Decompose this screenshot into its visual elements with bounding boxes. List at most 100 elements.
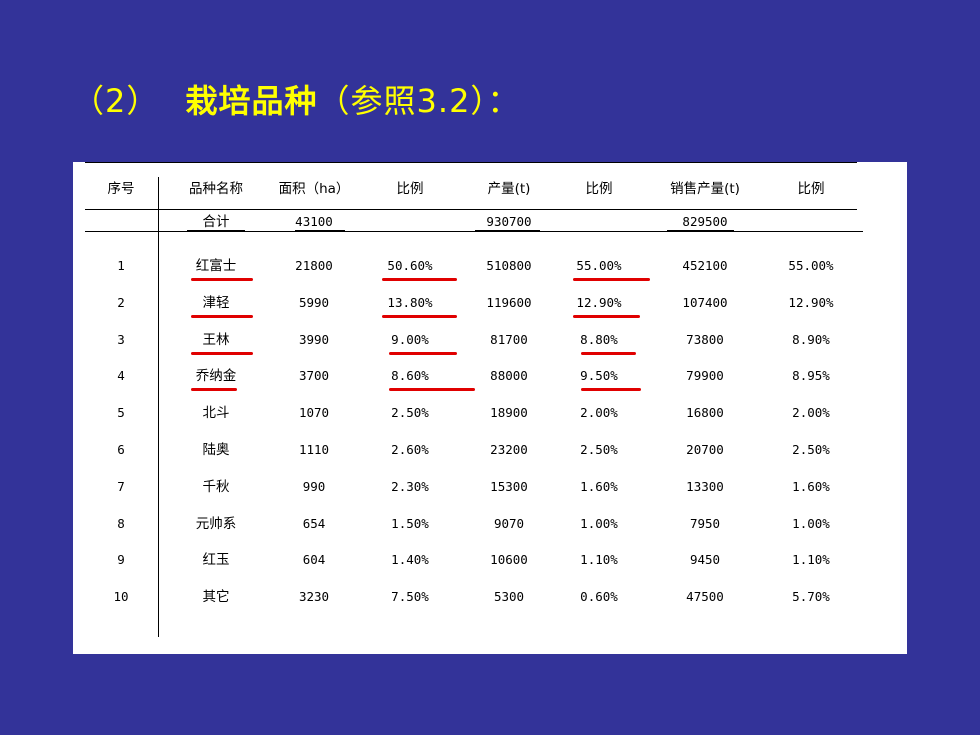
cell-area-ratio: 1.50% bbox=[391, 516, 429, 531]
cell-sales: 9450 bbox=[689, 552, 721, 567]
header-yield: 产量(t) bbox=[487, 181, 531, 197]
cell-index: 6 bbox=[117, 442, 125, 457]
cell-sales: 73800 bbox=[686, 332, 724, 347]
cell-area: 3230 bbox=[298, 589, 330, 604]
cell-yield: 119600 bbox=[486, 295, 532, 310]
cell-yield-ratio: 1.60% bbox=[580, 479, 618, 494]
cell-yield: 9070 bbox=[493, 516, 525, 531]
red-underline-mark bbox=[382, 278, 457, 281]
total-sales: 829500 bbox=[682, 214, 728, 229]
header-area-ratio: 比例 bbox=[396, 181, 424, 197]
red-underline-mark bbox=[581, 388, 641, 391]
total-label: 合计 bbox=[202, 214, 230, 230]
cell-index: 5 bbox=[117, 405, 125, 420]
cell-area-ratio: 9.00% bbox=[391, 332, 429, 347]
cell-sales-ratio: 1.60% bbox=[792, 479, 830, 494]
cell-sales-ratio: 55.00% bbox=[788, 258, 834, 273]
cell-sales: 107400 bbox=[682, 295, 728, 310]
red-underline-mark bbox=[191, 388, 237, 391]
cell-index: 4 bbox=[117, 368, 125, 383]
top-rule bbox=[85, 162, 857, 163]
red-underline-mark bbox=[191, 278, 253, 281]
header-yield-ratio: 比例 bbox=[585, 181, 613, 197]
cell-variety: 陆奥 bbox=[202, 442, 230, 458]
cell-area-ratio: 7.50% bbox=[391, 589, 429, 604]
cell-variety: 红富士 bbox=[195, 258, 237, 274]
title-reference: （参照3.2）： bbox=[317, 82, 521, 120]
cell-yield-ratio: 1.00% bbox=[580, 516, 618, 531]
cell-area: 5990 bbox=[298, 295, 330, 310]
header-sales: 销售产量(t) bbox=[670, 181, 740, 197]
total-underline bbox=[295, 230, 345, 231]
total-rule bbox=[85, 231, 863, 232]
cell-area: 654 bbox=[302, 516, 326, 531]
cell-area: 1070 bbox=[298, 405, 330, 420]
title-prefix: （2） bbox=[72, 82, 160, 120]
cell-area-ratio: 50.60% bbox=[387, 258, 433, 273]
index-divider bbox=[158, 177, 159, 637]
cell-sales: 47500 bbox=[686, 589, 724, 604]
cell-yield: 5300 bbox=[493, 589, 525, 604]
cell-index: 8 bbox=[117, 516, 125, 531]
cell-area: 3990 bbox=[298, 332, 330, 347]
cell-area-ratio: 8.60% bbox=[391, 368, 429, 383]
cell-variety: 王林 bbox=[202, 332, 230, 348]
cell-yield: 88000 bbox=[490, 368, 528, 383]
cell-yield-ratio: 2.00% bbox=[580, 405, 618, 420]
cell-sales-ratio: 8.90% bbox=[792, 332, 830, 347]
cell-yield-ratio: 0.60% bbox=[580, 589, 618, 604]
cell-sales: 452100 bbox=[682, 258, 728, 273]
cell-variety: 红玉 bbox=[202, 552, 230, 568]
cell-sales-ratio: 12.90% bbox=[788, 295, 834, 310]
cell-yield-ratio: 8.80% bbox=[580, 332, 618, 347]
cell-sales-ratio: 8.95% bbox=[792, 368, 830, 383]
cell-yield: 15300 bbox=[490, 479, 528, 494]
slide-title: （2） 栽培品种（参照3.2）： bbox=[72, 76, 520, 122]
cell-index: 7 bbox=[117, 479, 125, 494]
cell-variety: 津轻 bbox=[202, 295, 230, 311]
cell-index: 10 bbox=[113, 589, 129, 604]
red-underline-mark bbox=[389, 388, 475, 391]
cell-yield: 23200 bbox=[490, 442, 528, 457]
red-underline-mark bbox=[389, 352, 457, 355]
cell-yield-ratio: 2.50% bbox=[580, 442, 618, 457]
cell-yield-ratio: 9.50% bbox=[580, 368, 618, 383]
red-underline-mark bbox=[581, 352, 636, 355]
cell-index: 3 bbox=[117, 332, 125, 347]
cell-area-ratio: 2.30% bbox=[391, 479, 429, 494]
total-area: 43100 bbox=[295, 214, 333, 229]
cell-sales-ratio: 1.10% bbox=[792, 552, 830, 567]
cell-yield: 10600 bbox=[490, 552, 528, 567]
cell-variety: 其它 bbox=[202, 589, 230, 605]
header-rule bbox=[85, 209, 857, 210]
cell-yield-ratio: 1.10% bbox=[580, 552, 618, 567]
cell-sales-ratio: 1.00% bbox=[792, 516, 830, 531]
header-variety: 品种名称 bbox=[189, 181, 243, 197]
red-underline-mark bbox=[191, 352, 253, 355]
cell-area: 604 bbox=[302, 552, 326, 567]
cell-variety: 元帅系 bbox=[195, 516, 237, 532]
cell-area-ratio: 1.40% bbox=[391, 552, 429, 567]
cell-variety: 北斗 bbox=[202, 405, 230, 421]
variety-table: 序号 品种名称 面积（ha） 比例 产量(t) 比例 销售产量(t) 比例 合计 43100 930… bbox=[73, 162, 907, 654]
cell-sales-ratio: 2.00% bbox=[792, 405, 830, 420]
title-main: 栽培品种 bbox=[185, 82, 318, 120]
table-panel: 序号 品种名称 面积（ha） 比例 产量(t) 比例 销售产量(t) 比例 合计 43100 930… bbox=[73, 162, 907, 654]
cell-yield-ratio: 12.90% bbox=[576, 295, 622, 310]
red-underline-mark bbox=[191, 315, 253, 318]
cell-sales: 7950 bbox=[689, 516, 721, 531]
cell-sales: 79900 bbox=[686, 368, 724, 383]
header-index: 序号 bbox=[107, 181, 135, 197]
cell-sales: 20700 bbox=[686, 442, 724, 457]
total-underline bbox=[187, 230, 245, 231]
cell-area: 21800 bbox=[295, 258, 333, 273]
header-sales-ratio: 比例 bbox=[797, 181, 825, 197]
cell-area-ratio: 13.80% bbox=[387, 295, 433, 310]
cell-yield: 18900 bbox=[490, 405, 528, 420]
cell-index: 9 bbox=[117, 552, 125, 567]
cell-index: 1 bbox=[117, 258, 125, 273]
total-yield: 930700 bbox=[486, 214, 532, 229]
cell-area: 3700 bbox=[298, 368, 330, 383]
cell-area: 990 bbox=[302, 479, 326, 494]
cell-area-ratio: 2.60% bbox=[391, 442, 429, 457]
